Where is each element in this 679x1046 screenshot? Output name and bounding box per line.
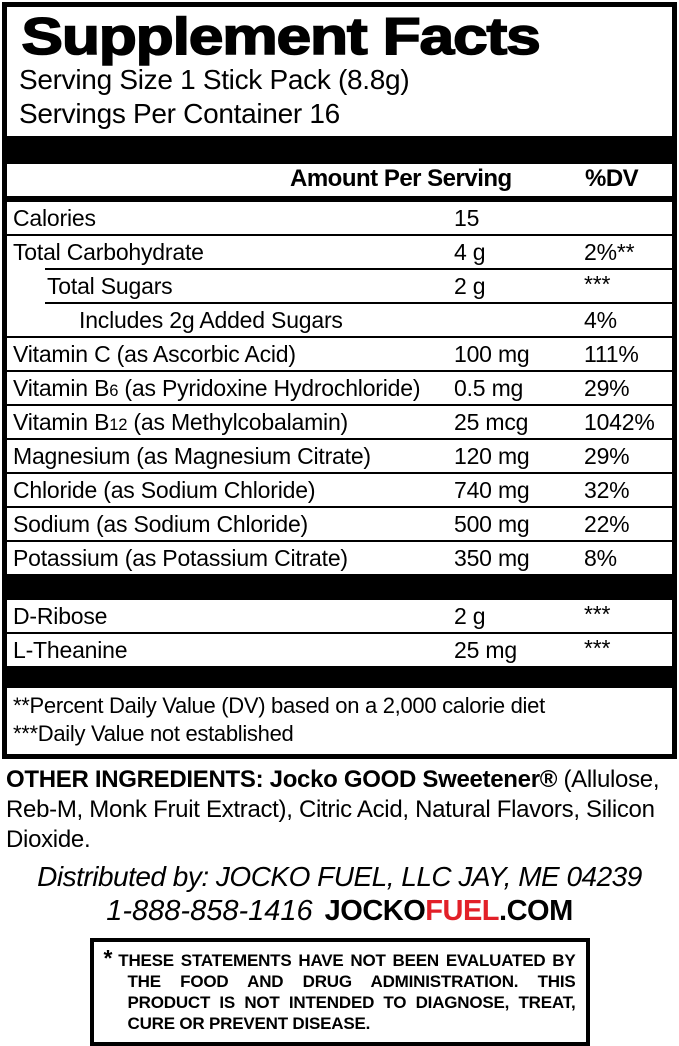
nutrient-name: Total Sugars — [47, 272, 173, 299]
nutrient-row-d-ribose: D-Ribose 2 g *** — [7, 600, 672, 632]
supplement-facts-panel: Supplement Facts Serving Size 1 Stick Pa… — [2, 2, 677, 759]
nutrient-amount: 15 — [454, 204, 480, 231]
nutrient-dv: 111% — [584, 340, 639, 367]
nutrient-row-chloride: Chloride (as Sodium Chloride) 740 mg 32% — [7, 474, 672, 506]
nutrient-amount: 120 mg — [454, 442, 530, 469]
row-divider — [7, 540, 672, 542]
nutrient-amount: 500 mg — [454, 510, 530, 537]
column-header-dv: %DV — [585, 165, 639, 192]
row-divider — [7, 472, 672, 474]
panel-title: Supplement Facts — [21, 8, 542, 66]
nutrient-name: Total Carbohydrate — [13, 238, 204, 265]
nutrient-name: D-Ribose — [13, 602, 108, 629]
nutrient-row-magnesium: Magnesium (as Magnesium Citrate) 120 mg … — [7, 440, 672, 472]
nutrient-dv: 29% — [584, 374, 630, 401]
nutrient-row-total-sugars: Total Sugars 2 g *** — [7, 270, 672, 302]
row-divider — [7, 370, 672, 372]
nutrient-name: Includes 2g Added Sugars — [79, 306, 343, 333]
nutrient-name: Calories — [13, 204, 96, 231]
nutrient-row-l-theanine: L-Theanine 25 mg *** — [7, 634, 672, 666]
row-divider — [7, 404, 672, 406]
serving-size: Serving Size 1 Stick Pack (8.8g) — [19, 64, 410, 95]
disclaimer-asterisk: * — [103, 945, 113, 971]
nutrient-dv: 32% — [584, 476, 630, 503]
nutrient-dv: 8% — [584, 544, 617, 571]
nutrient-row-total-carbohydrate: Total Carbohydrate 4 g 2%** — [7, 236, 672, 268]
nutrient-amount: 4 g — [454, 238, 486, 265]
row-divider — [7, 336, 672, 338]
nutrient-dv: 4% — [584, 306, 617, 333]
nutrient-name: Vitamin B6 (as Pyridoxine Hydrochloride) — [13, 374, 421, 401]
row-divider-indented — [45, 302, 672, 304]
distributed-by: Distributed by: JOCKO FUEL, LLC JAY, ME … — [37, 861, 642, 892]
nutrient-name: Chloride (as Sodium Chloride) — [13, 476, 316, 503]
contact-line: 1-888-858-1416 JOCKOFUEL.COM — [0, 895, 679, 928]
nutrient-dv: *** — [584, 601, 611, 627]
nutrient-amount: 2 g — [454, 272, 486, 299]
nutrient-amount: 740 mg — [454, 476, 530, 503]
nutrient-name: Magnesium (as Magnesium Citrate) — [13, 442, 371, 469]
fda-disclaimer-box: * THESE STATEMENTS HAVE NOT BEEN EVALUATE… — [89, 938, 590, 1046]
separator-bar — [7, 136, 672, 164]
other-ingredients: OTHER INGREDIENTS: Jocko GOOD Sweetener®… — [6, 765, 675, 855]
row-divider-indented — [45, 268, 672, 270]
footnote-daily-value: **Percent Daily Value (DV) based on a 2,… — [13, 693, 545, 718]
row-divider — [7, 632, 672, 634]
nutrient-name: Sodium (as Sodium Chloride) — [13, 510, 309, 537]
footnotes: **Percent Daily Value (DV) based on a 2,… — [7, 688, 672, 754]
nutrient-dv: 29% — [584, 442, 630, 469]
fda-disclaimer-text: * THESE STATEMENTS HAVE NOT BEEN EVALUATE… — [103, 945, 576, 1034]
column-header-amount: Amount Per Serving — [290, 165, 512, 192]
nutrient-row-potassium: Potassium (as Potassium Citrate) 350 mg … — [7, 542, 672, 574]
nutrient-row-calories: Calories 15 — [7, 202, 672, 234]
table-header: Amount Per Serving %DV — [7, 164, 672, 196]
nutrient-name: Vitamin C (as Ascorbic Acid) — [13, 340, 296, 367]
row-divider — [7, 234, 672, 236]
nutrient-amount: 2 g — [454, 602, 486, 629]
nutrient-amount: 0.5 mg — [454, 374, 524, 401]
website-url: JOCKOFUEL.COM — [324, 895, 574, 927]
nutrient-amount: 25 mcg — [454, 408, 529, 435]
nutrient-name: L-Theanine — [13, 636, 128, 663]
phone-number: 1-888-858-1416 — [106, 895, 313, 927]
nutrient-amount: 350 mg — [454, 544, 530, 571]
nutrient-dv: 1042% — [584, 408, 655, 435]
nutrient-row-sodium: Sodium (as Sodium Chloride) 500 mg 22% — [7, 508, 672, 540]
nutrient-amount: 100 mg — [454, 340, 530, 367]
nutrient-dv: *** — [584, 635, 611, 661]
nutrient-row-vitamin-b6: Vitamin B6 (as Pyridoxine Hydrochloride)… — [7, 372, 672, 404]
footnote-not-established: ***Daily Value not established — [13, 721, 294, 746]
nutrient-dv: 2%** — [584, 238, 635, 265]
nutrient-name: Potassium (as Potassium Citrate) — [13, 544, 348, 571]
nutrient-row-added-sugars: Includes 2g Added Sugars 4% — [7, 304, 672, 336]
header-rule — [7, 196, 672, 202]
row-divider — [7, 438, 672, 440]
separator-bar — [7, 574, 672, 600]
nutrient-amount: 25 mg — [454, 636, 517, 663]
website-url-fuel: FUEL — [425, 895, 500, 927]
nutrient-row-vitamin-c: Vitamin C (as Ascorbic Acid) 100 mg 111% — [7, 338, 672, 370]
row-divider — [7, 506, 672, 508]
separator-bar — [7, 666, 672, 688]
nutrient-dv: *** — [584, 271, 611, 297]
other-ingredients-label: OTHER INGREDIENTS: Jocko GOOD Sweetener® — [6, 766, 558, 793]
nutrient-name: Vitamin B12 (as Methylcobalamin) — [13, 408, 349, 435]
other-ingredients-list: (Allulose, Reb-M, Monk Fruit Extract), C… — [6, 766, 660, 853]
nutrient-row-vitamin-b12: Vitamin B12 (as Methylcobalamin) 25 mcg … — [7, 406, 672, 438]
servings-per-container: Servings Per Container 16 — [19, 98, 340, 129]
nutrient-dv: 22% — [584, 510, 630, 537]
